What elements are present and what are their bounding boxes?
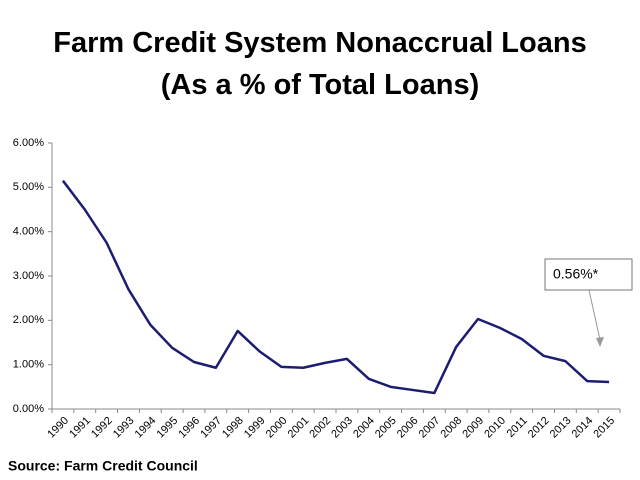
x-tick-label: 1992 [89,415,115,441]
x-tick-label: 1995 [155,415,181,441]
y-tick-label: 0.00% [13,403,44,415]
x-tick-label: 2000 [264,415,290,441]
x-tick-label: 1990 [45,415,71,441]
x-tick-label: 2013 [548,415,574,441]
x-tick-label: 2004 [351,415,377,441]
x-tick-label: 1997 [198,415,224,441]
x-tick-label: 1991 [67,415,93,441]
data-line [61,179,610,395]
x-tick-label: 2012 [526,415,552,441]
x-tick-label: 2005 [373,415,399,441]
y-tick-label: 6.00% [13,137,44,149]
annotation: 0.56%* [553,266,599,282]
y-tick-label: 2.00% [13,314,44,326]
source-note: Source: Farm Credit Council [8,458,198,474]
annotation-arrow [588,289,601,341]
x-tick-label: 2001 [286,415,312,441]
x-tick-label: 2002 [307,415,333,441]
x-tick-label: 1998 [220,415,246,441]
x-tick-label: 2009 [460,415,486,441]
annotation-arrowhead [596,337,604,347]
x-tick-label: 2003 [329,415,355,441]
x-tick-label: 2007 [417,415,443,441]
x-tick-label: 2008 [439,415,465,441]
y-tick-label: 4.00% [13,226,44,238]
chart-title: (As a % of Total Loans) [161,69,479,101]
y-tick-label: 5.00% [13,181,44,193]
y-tick-label: 1.00% [13,359,44,371]
x-tick-label: 1999 [242,415,268,441]
x-tick-label: 2006 [395,415,421,441]
x-tick-label: 2011 [505,415,530,440]
x-tick-label: 2010 [482,415,508,441]
y-tick-label: 3.00% [13,270,44,282]
x-tick-label: 2015 [591,415,617,441]
x-tick-label: 2014 [570,415,596,441]
x-tick-label: 1994 [133,415,159,441]
annotation-box [544,258,633,291]
chart-title: Farm Credit System Nonaccrual Loans [53,27,586,59]
x-tick-label: 1993 [111,415,137,441]
x-tick-label: 1996 [176,415,202,441]
